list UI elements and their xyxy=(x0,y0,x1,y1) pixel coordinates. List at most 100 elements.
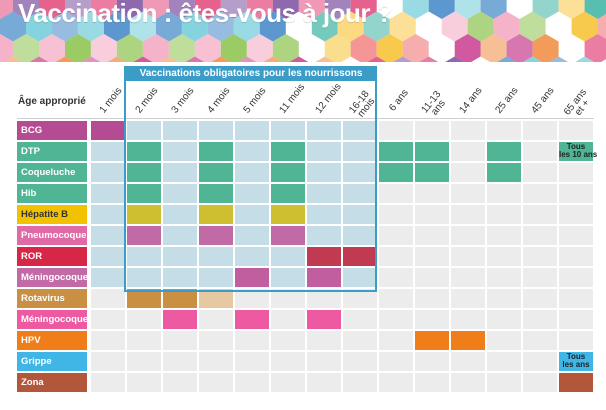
empty-cell xyxy=(415,121,449,140)
empty-cell xyxy=(163,142,197,161)
hexagon-tile xyxy=(337,11,364,42)
empty-cell xyxy=(523,184,557,203)
empty-cell xyxy=(271,310,305,329)
empty-cell xyxy=(307,121,341,140)
hexagon-tile xyxy=(532,34,559,62)
empty-cell xyxy=(487,289,521,308)
empty-cell xyxy=(523,226,557,245)
hexagon-tile xyxy=(263,56,283,62)
empty-cell xyxy=(523,268,557,287)
dose-cell xyxy=(127,205,161,224)
empty-cell xyxy=(451,247,485,266)
empty-cell xyxy=(415,184,449,203)
age-column-header: 4 mois xyxy=(205,85,233,116)
empty-cell xyxy=(307,205,341,224)
empty-cell xyxy=(415,310,449,329)
empty-cell xyxy=(343,163,377,182)
dose-cell xyxy=(127,226,161,245)
vaccine-label: DTP xyxy=(17,142,87,161)
empty-cell xyxy=(523,289,557,308)
empty-cell xyxy=(127,373,161,392)
hexagon-tile xyxy=(350,34,377,62)
empty-cell xyxy=(343,310,377,329)
empty-cell xyxy=(523,373,557,392)
empty-cell xyxy=(91,289,125,308)
empty-cell xyxy=(379,268,413,287)
vaccine-label: Zona xyxy=(17,373,87,392)
dose-cell xyxy=(487,163,521,182)
vaccine-label: Grippe xyxy=(17,352,87,371)
hexagon-tile xyxy=(571,11,598,42)
hexagon-tile xyxy=(259,11,286,42)
hexagon-tile xyxy=(315,56,335,62)
empty-cell xyxy=(559,310,593,329)
hexagon-tile xyxy=(350,0,377,19)
empty-cell xyxy=(451,226,485,245)
empty-cell xyxy=(343,142,377,161)
empty-cell xyxy=(451,121,485,140)
empty-cell xyxy=(559,247,593,266)
hexagon-tile xyxy=(142,34,169,62)
dose-cell xyxy=(415,331,449,350)
hexagon-tile xyxy=(13,0,39,19)
empty-cell xyxy=(379,331,413,350)
empty-cell xyxy=(415,373,449,392)
hexagon-tile xyxy=(237,56,257,62)
empty-cell xyxy=(235,142,269,161)
empty-cell xyxy=(487,310,521,329)
hexagon-tile xyxy=(532,0,559,19)
hexagon-tile xyxy=(52,11,78,42)
dose-cell xyxy=(127,142,161,161)
dose-cell xyxy=(307,247,341,266)
empty-cell xyxy=(127,247,161,266)
empty-cell xyxy=(307,226,341,245)
empty-cell xyxy=(127,352,161,371)
hexagon-tile xyxy=(185,56,205,62)
page-title: Vaccination : êtes-vous à jour ? xyxy=(18,0,393,28)
hexagon-tile xyxy=(402,0,429,19)
empty-cell xyxy=(379,184,413,203)
empty-cell xyxy=(487,184,521,203)
empty-cell xyxy=(235,247,269,266)
hexagon-tile xyxy=(103,11,130,42)
vaccine-label: Méningocoque B xyxy=(17,310,98,329)
empty-cell xyxy=(163,205,197,224)
empty-cell xyxy=(559,205,593,224)
dose-cell xyxy=(271,163,305,182)
dose-cell xyxy=(163,289,197,308)
hexagon-tile xyxy=(168,0,195,19)
empty-cell xyxy=(163,163,197,182)
empty-cell xyxy=(163,121,197,140)
dose-cell xyxy=(271,226,305,245)
hexagon-tile xyxy=(65,0,91,19)
hexagon-tile xyxy=(419,56,439,62)
empty-cell xyxy=(415,247,449,266)
age-column-header: 14 ans xyxy=(457,85,485,116)
empty-cell xyxy=(451,163,485,182)
hexagon-tile xyxy=(480,0,507,19)
empty-cell xyxy=(415,268,449,287)
hexagon-tile xyxy=(480,34,507,62)
dose-cell xyxy=(199,226,233,245)
empty-cell xyxy=(487,121,521,140)
empty-cell xyxy=(379,121,413,140)
dose-cell xyxy=(199,163,233,182)
hexagon-tile xyxy=(3,56,23,62)
empty-cell xyxy=(199,310,233,329)
empty-cell xyxy=(379,289,413,308)
age-column-header: 25 ans xyxy=(493,85,521,116)
empty-cell xyxy=(523,142,557,161)
empty-cell xyxy=(523,121,557,140)
empty-cell xyxy=(559,163,593,182)
dose-cell xyxy=(307,268,341,287)
empty-cell xyxy=(91,142,125,161)
hexagon-pattern xyxy=(0,0,606,62)
age-column-header: 5 mois xyxy=(241,85,269,116)
hexagon-tile xyxy=(272,0,299,19)
age-column-header: 6 ans xyxy=(387,87,411,114)
empty-cell xyxy=(199,247,233,266)
hexagon-tile xyxy=(519,11,546,42)
vaccine-label: BCG xyxy=(17,121,87,140)
hexagon-tile xyxy=(454,0,481,19)
